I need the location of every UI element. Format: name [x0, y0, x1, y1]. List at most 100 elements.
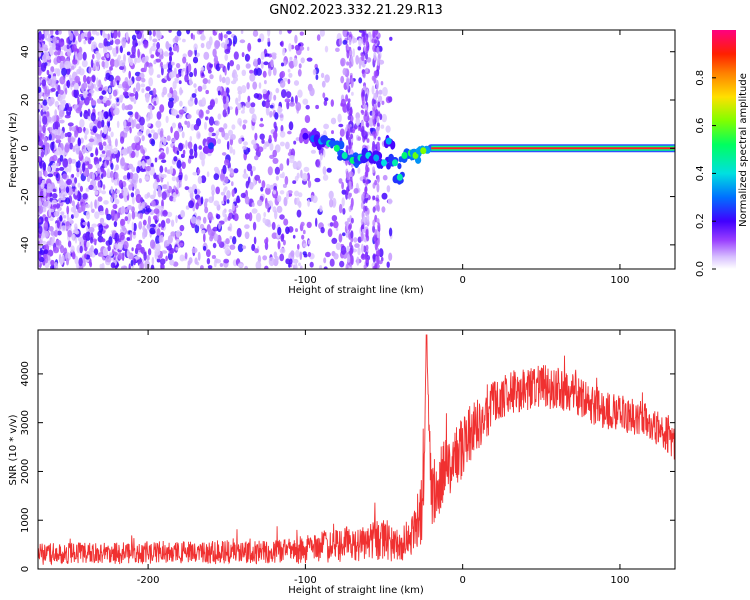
heat-cell [376, 141, 380, 147]
heat-cell [64, 132, 68, 138]
heat-cell [214, 120, 220, 126]
heat-cell [83, 40, 87, 45]
heat-cell [267, 30, 271, 37]
heat-cell [102, 170, 107, 178]
heat-cell [284, 98, 291, 103]
heat-cell [264, 53, 270, 57]
heat-cell [262, 217, 266, 224]
heat-cell [287, 190, 293, 194]
heat-cell [131, 247, 134, 252]
signal-point [396, 173, 403, 181]
heat-cell [165, 218, 171, 224]
heat-cell [168, 30, 172, 33]
heat-cell [340, 57, 346, 67]
heat-cell [268, 94, 273, 101]
heat-cell [179, 167, 182, 174]
heat-cell [277, 107, 283, 113]
heat-cell [77, 126, 83, 134]
heat-cell [64, 144, 70, 153]
heat-cell [78, 236, 83, 242]
heat-cell [285, 91, 292, 99]
signal-point [401, 152, 408, 159]
heat-cell [362, 89, 366, 98]
heat-cell [388, 227, 393, 237]
heat-cell [123, 65, 127, 72]
heat-cell [350, 77, 354, 88]
heat-cell [207, 69, 212, 74]
heat-cell [201, 97, 206, 106]
heat-cell [187, 186, 194, 194]
heat-cell [302, 172, 308, 182]
heat-cell [203, 245, 207, 251]
heat-cell [240, 192, 246, 199]
heat-cell [237, 90, 243, 95]
heat-cell [175, 230, 181, 238]
heat-cell [282, 239, 286, 246]
heat-cell [285, 258, 291, 265]
heat-cell [377, 222, 381, 231]
heat-cell [141, 135, 145, 142]
heat-cell [324, 74, 330, 83]
heat-cell [244, 231, 250, 240]
heat-cell [152, 38, 158, 43]
heat-cell [79, 185, 83, 192]
heat-cell [48, 74, 52, 79]
heat-cell [236, 63, 241, 71]
heat-cell [189, 77, 193, 86]
heat-cell [65, 186, 70, 194]
heat-cell [171, 176, 177, 182]
heat-cell [292, 259, 299, 264]
heat-cell [197, 85, 203, 92]
heat-cell [360, 201, 364, 210]
heat-cell [146, 192, 151, 198]
heat-cell [353, 237, 358, 243]
heat-cell [174, 35, 179, 43]
heat-cell [283, 218, 289, 226]
heat-cell [349, 255, 353, 265]
heat-cell [346, 45, 350, 52]
heat-cell [361, 193, 364, 203]
heat-cell [83, 93, 87, 99]
heat-cell [77, 96, 80, 105]
heat-cell [237, 243, 244, 253]
signal-point [373, 154, 380, 162]
heat-cell [287, 78, 291, 85]
heat-cell [87, 31, 92, 39]
heat-cell [339, 260, 345, 268]
heat-cell [42, 104, 46, 113]
heat-cell [161, 250, 168, 254]
heat-cell [191, 247, 198, 254]
heat-cell [372, 195, 376, 200]
heat-cell [364, 131, 368, 140]
heat-cell [88, 89, 95, 94]
heat-cell [160, 220, 166, 228]
heat-cell [139, 212, 143, 220]
heat-cell [71, 251, 76, 260]
heat-cell [48, 226, 54, 232]
heat-cell [231, 124, 236, 130]
heat-cell [166, 181, 170, 191]
heat-cell [114, 172, 119, 180]
heat-cell [200, 265, 204, 269]
heat-cell [176, 181, 180, 191]
heat-cell [348, 171, 354, 179]
heat-cell [372, 106, 376, 112]
heat-cell [101, 90, 107, 95]
heat-cell [231, 72, 236, 79]
heat-cell [306, 57, 313, 62]
heat-cell [59, 215, 63, 222]
heat-cell [113, 109, 118, 115]
heat-cell [179, 242, 184, 247]
heat-cell [205, 40, 212, 50]
heat-cell [246, 82, 250, 90]
heat-cell [252, 221, 257, 231]
heat-cell [364, 93, 368, 103]
heat-cell [323, 266, 328, 269]
heat-cell [127, 212, 132, 222]
heat-cell [73, 83, 80, 91]
spectrogram-y-ticks: -40 -20 0 20 40 [20, 45, 675, 253]
heat-cell [355, 117, 361, 126]
heat-cell [194, 224, 200, 234]
heat-cell [107, 245, 111, 252]
heat-cell [140, 125, 144, 132]
